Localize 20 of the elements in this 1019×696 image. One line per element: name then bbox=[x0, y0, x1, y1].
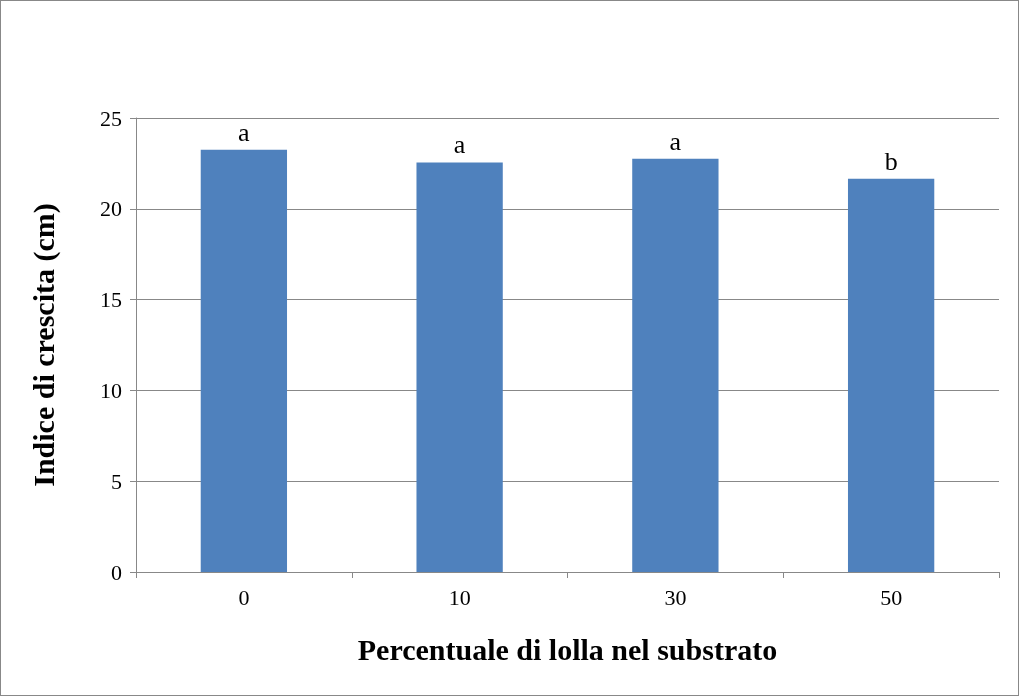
x-tick-label: 0 bbox=[238, 584, 250, 610]
annotation: a bbox=[238, 117, 251, 147]
y-tick-label: 20 bbox=[100, 196, 122, 222]
bar bbox=[416, 162, 503, 572]
x-tick-label: 30 bbox=[664, 584, 687, 610]
y-axis-title: Indice di crescita (cm) bbox=[26, 203, 61, 487]
bar bbox=[632, 158, 719, 572]
y-tick-label: 5 bbox=[111, 468, 122, 494]
bar bbox=[847, 178, 935, 572]
x-tick-label: 50 bbox=[880, 584, 903, 610]
annotation: a bbox=[453, 130, 466, 160]
x-axis-title: Percentuale di lolla nel substrato bbox=[357, 632, 778, 666]
bar bbox=[200, 149, 288, 572]
annotation: b bbox=[884, 146, 898, 176]
y-tick-label: 0 bbox=[111, 559, 122, 585]
y-tick-label: 10 bbox=[100, 377, 122, 403]
x-tick-label: 10 bbox=[448, 584, 471, 610]
y-tick-label: 15 bbox=[100, 287, 122, 313]
y-tick-label: 25 bbox=[100, 105, 122, 131]
annotation: a bbox=[669, 126, 682, 156]
